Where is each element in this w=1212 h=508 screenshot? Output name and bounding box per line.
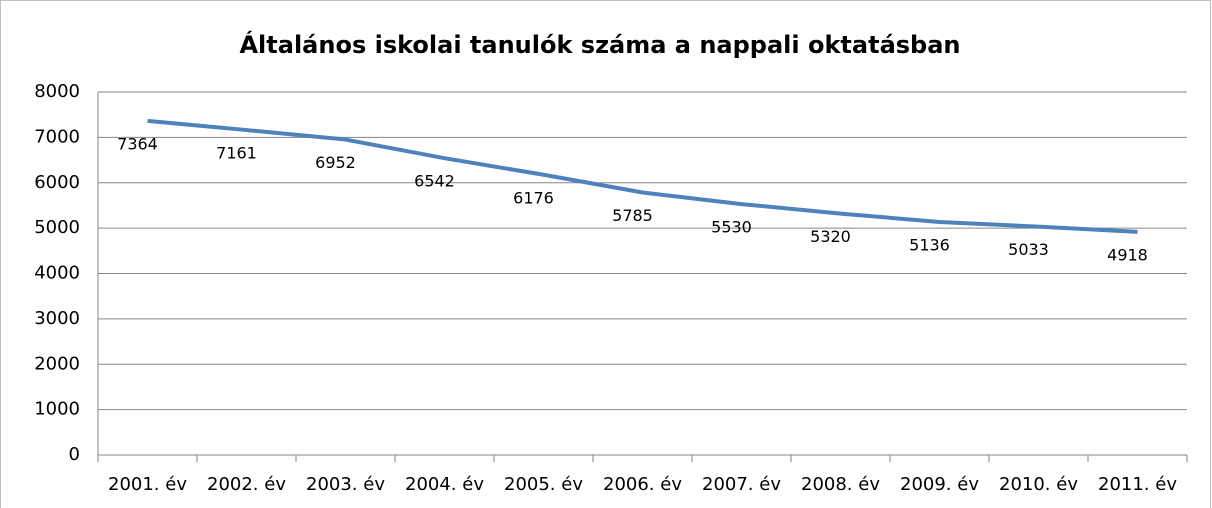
data-label: 7161 xyxy=(216,144,257,163)
data-label: 6176 xyxy=(513,188,554,207)
x-tick-label: 2004. év xyxy=(405,474,484,495)
series-line xyxy=(147,118,1138,234)
data-label: 6542 xyxy=(414,172,455,191)
x-tick-label: 2007. év xyxy=(702,474,781,495)
data-label: 6952 xyxy=(315,153,356,172)
y-tick-label: 4000 xyxy=(34,263,80,284)
data-label: 7364 xyxy=(117,134,158,153)
data-label: 5320 xyxy=(810,227,851,246)
y-tick-label: 7000 xyxy=(34,126,80,147)
data-label: 4918 xyxy=(1107,245,1148,264)
x-tick-label: 2006. év xyxy=(603,474,682,495)
y-tick-label: 3000 xyxy=(34,308,80,329)
y-tick-label: 8000 xyxy=(34,81,80,102)
y-tick-label: 2000 xyxy=(34,353,80,374)
x-tick-label: 2011. év xyxy=(1098,474,1177,495)
x-tick-label: 2002. év xyxy=(207,474,286,495)
y-tick-label: 1000 xyxy=(34,399,80,420)
data-label: 5785 xyxy=(612,206,653,225)
y-tick-label: 0 xyxy=(69,444,80,465)
x-tick-label: 2001. év xyxy=(108,474,187,495)
chart-title: Általános iskolai tanulók száma a nappal… xyxy=(239,30,960,59)
data-label: 5530 xyxy=(711,218,752,237)
x-tick-label: 2009. év xyxy=(900,474,979,495)
x-tick-label: 2010. év xyxy=(999,474,1078,495)
x-tick-label: 2008. év xyxy=(801,474,880,495)
x-tick-label: 2003. év xyxy=(306,474,385,495)
data-label: 5033 xyxy=(1008,240,1049,259)
data-label: 5136 xyxy=(909,235,950,254)
x-tick-label: 2005. év xyxy=(504,474,583,495)
y-tick-label: 6000 xyxy=(34,172,80,193)
y-tick-label: 5000 xyxy=(34,217,80,238)
